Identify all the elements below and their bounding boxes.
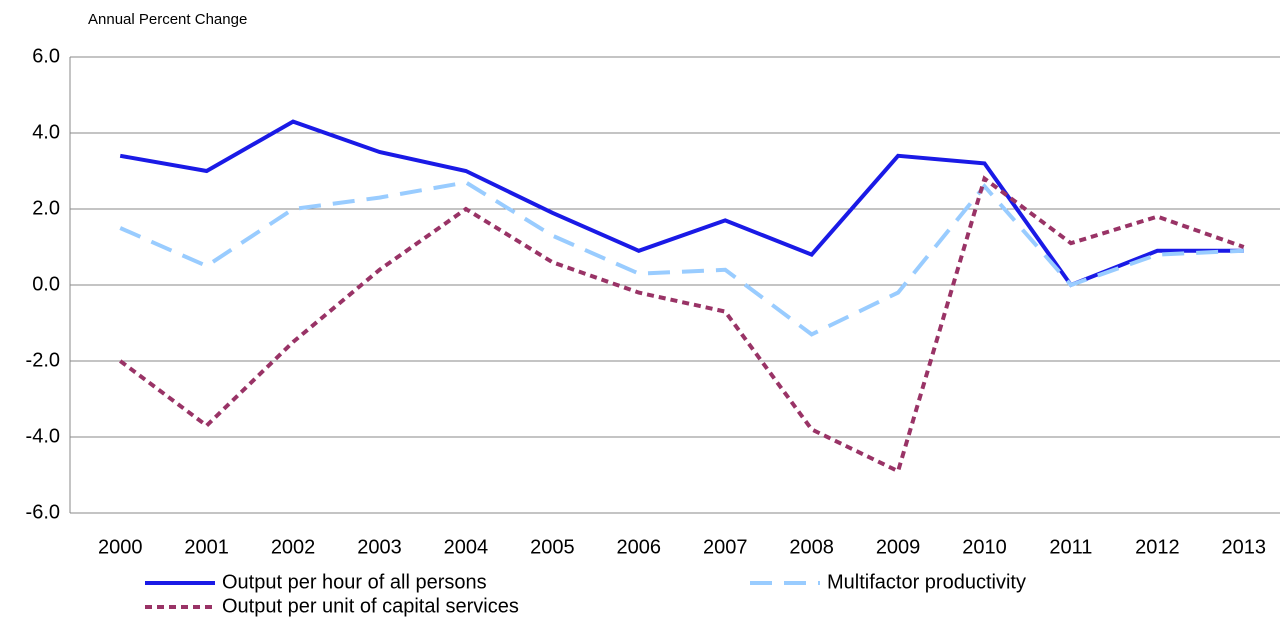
x-tick-label: 2007 <box>703 536 748 558</box>
x-tick-label: 2013 <box>1222 536 1267 558</box>
y-tick-label: -6.0 <box>26 501 60 523</box>
x-tick-label: 2011 <box>1049 536 1092 558</box>
series-line <box>119 175 1245 475</box>
x-tick-label: 2005 <box>530 536 575 558</box>
legend-label: Output per hour of all persons <box>222 571 487 593</box>
x-tick-label: 2012 <box>1135 536 1180 558</box>
x-tick-label: 2009 <box>876 536 921 558</box>
legend-label: Multifactor productivity <box>827 571 1026 593</box>
x-tick-label: 2008 <box>789 536 834 558</box>
x-tick-label: 2010 <box>962 536 1007 558</box>
y-tick-label: 2.0 <box>32 197 60 219</box>
legend-label: Output per unit of capital services <box>222 595 519 617</box>
x-tick-label: 2006 <box>617 536 662 558</box>
y-tick-label: 4.0 <box>32 121 60 143</box>
y-tick-label: -4.0 <box>26 425 60 447</box>
series-line <box>119 119 1244 288</box>
series-line <box>119 180 1244 337</box>
x-tick-label: 2003 <box>357 536 402 558</box>
x-tick-label: 2001 <box>184 536 229 558</box>
x-tick-label: 2002 <box>271 536 316 558</box>
y-tick-label: 6.0 <box>32 45 60 67</box>
y-tick-label: -2.0 <box>26 349 60 371</box>
y-axis-label: Annual Percent Change <box>88 11 247 28</box>
y-tick-label: 0.0 <box>32 273 60 295</box>
x-tick-label: 2004 <box>444 536 489 558</box>
x-tick-label: 2000 <box>98 536 143 558</box>
